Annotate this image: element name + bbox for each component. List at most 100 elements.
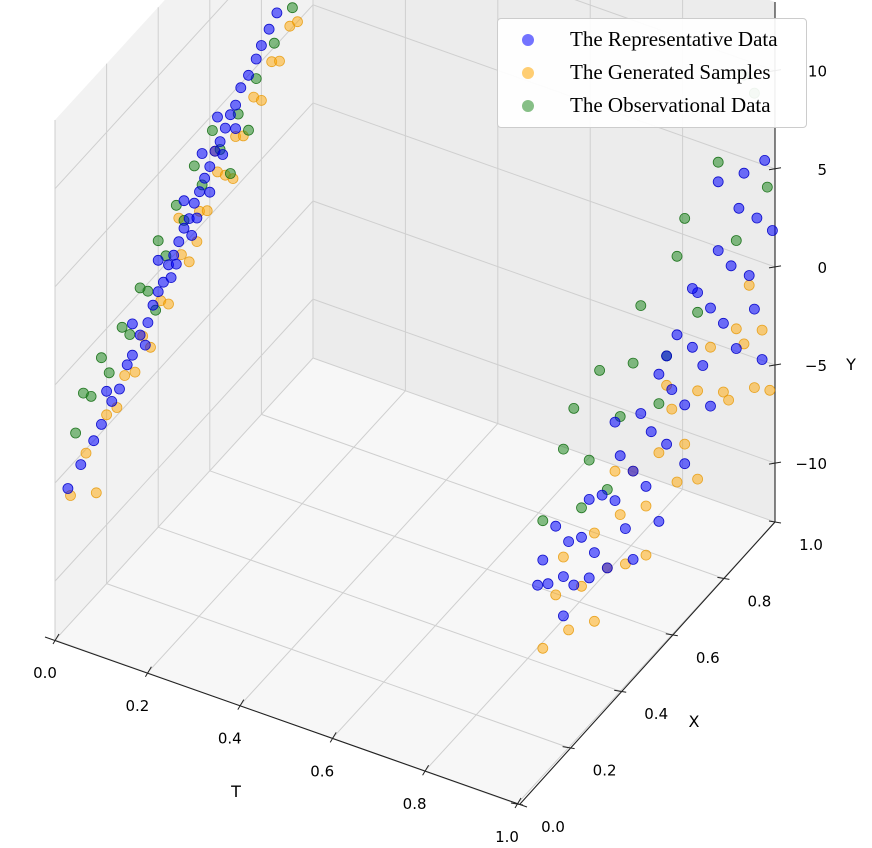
data-point xyxy=(653,368,665,380)
data-point xyxy=(199,172,211,184)
grid-line-z xyxy=(54,200,776,484)
data-point xyxy=(687,341,698,353)
data-point xyxy=(537,515,549,527)
data-point xyxy=(620,523,631,534)
data-point xyxy=(627,357,639,369)
data-point xyxy=(692,473,703,485)
grid-line-x xyxy=(106,63,569,749)
data-point xyxy=(563,536,574,547)
y-tick-label: −10 xyxy=(795,455,827,473)
data-point xyxy=(583,493,595,505)
data-point xyxy=(718,317,729,329)
legend-label-generated: The Generated Samples xyxy=(570,60,771,84)
data-point xyxy=(224,109,236,121)
data-point xyxy=(292,16,303,28)
data-point xyxy=(230,99,242,111)
data-point xyxy=(550,520,562,532)
data-point xyxy=(230,123,242,135)
t-tick-label: 0.2 xyxy=(125,697,149,715)
data-point xyxy=(165,272,177,284)
data-point xyxy=(206,125,218,136)
data-point xyxy=(147,299,159,311)
data-point xyxy=(152,286,164,298)
x-axis-line xyxy=(519,521,776,805)
data-point xyxy=(243,124,254,136)
back-pane xyxy=(313,0,775,522)
data-point xyxy=(168,249,180,261)
data-point xyxy=(751,212,763,224)
y-tick-mark xyxy=(768,265,782,269)
grid-line-x xyxy=(209,0,672,636)
data-point xyxy=(568,402,580,414)
data-point xyxy=(583,572,595,584)
data-point xyxy=(756,324,768,336)
data-point xyxy=(627,465,639,477)
data-point xyxy=(749,382,760,394)
data-point xyxy=(121,359,133,371)
legend-label-observational: The Observational Data xyxy=(570,93,771,117)
data-point xyxy=(759,154,771,166)
data-point xyxy=(653,447,665,459)
data-point xyxy=(188,160,200,172)
y-tick-mark xyxy=(768,363,782,367)
data-point xyxy=(134,329,146,341)
y-axis-label: Y xyxy=(845,355,856,374)
data-point xyxy=(255,40,267,51)
data-point xyxy=(142,317,154,329)
data-point xyxy=(263,23,275,35)
data-point xyxy=(692,385,703,397)
data-point xyxy=(134,282,146,294)
data-point xyxy=(537,554,549,566)
data-point xyxy=(712,156,724,168)
data-point xyxy=(558,610,569,622)
data-point xyxy=(563,624,574,636)
data-point xyxy=(679,438,691,450)
data-point xyxy=(124,329,136,340)
data-point xyxy=(635,300,647,312)
t-axis-label: T xyxy=(230,782,241,801)
data-point xyxy=(718,386,729,398)
y-tick-label: 0 xyxy=(817,259,827,277)
data-point xyxy=(224,168,236,179)
data-point xyxy=(129,366,141,378)
legend-marker-observational xyxy=(522,99,534,112)
data-point xyxy=(743,270,755,281)
data-point xyxy=(738,167,750,179)
data-point xyxy=(101,409,112,421)
data-point xyxy=(191,212,203,224)
t-tick-mark xyxy=(329,732,337,743)
data-point xyxy=(271,7,283,19)
data-point xyxy=(173,236,185,248)
data-point xyxy=(178,195,190,207)
y-tick-label: 5 xyxy=(817,161,827,179)
data-point xyxy=(214,136,226,148)
data-point xyxy=(705,341,716,353)
data-point xyxy=(183,256,195,268)
data-point xyxy=(576,502,587,514)
data-point xyxy=(212,111,223,123)
t-tick-mark xyxy=(514,797,522,809)
data-point xyxy=(80,447,92,459)
data-point xyxy=(730,343,742,354)
legend: The Representative Data The Generated Sa… xyxy=(497,18,807,128)
t-tick-label: 0.4 xyxy=(218,730,242,748)
data-point xyxy=(106,395,118,407)
data-point xyxy=(286,2,298,14)
data-points xyxy=(62,2,778,654)
y-tick-mark xyxy=(768,461,782,465)
data-point xyxy=(196,148,208,159)
data-point xyxy=(671,329,683,341)
t-tick-label: 0.0 xyxy=(33,664,57,682)
data-point xyxy=(558,571,569,582)
data-point xyxy=(743,279,755,291)
data-point xyxy=(712,245,724,256)
y-tick-label: 10 xyxy=(808,63,827,81)
data-point xyxy=(96,418,107,430)
data-point xyxy=(761,181,773,193)
data-point xyxy=(268,37,280,49)
t-tick-label: 0.6 xyxy=(310,762,334,780)
data-point xyxy=(90,487,102,499)
data-point xyxy=(601,562,613,574)
data-point xyxy=(201,205,213,217)
data-point xyxy=(666,403,678,415)
